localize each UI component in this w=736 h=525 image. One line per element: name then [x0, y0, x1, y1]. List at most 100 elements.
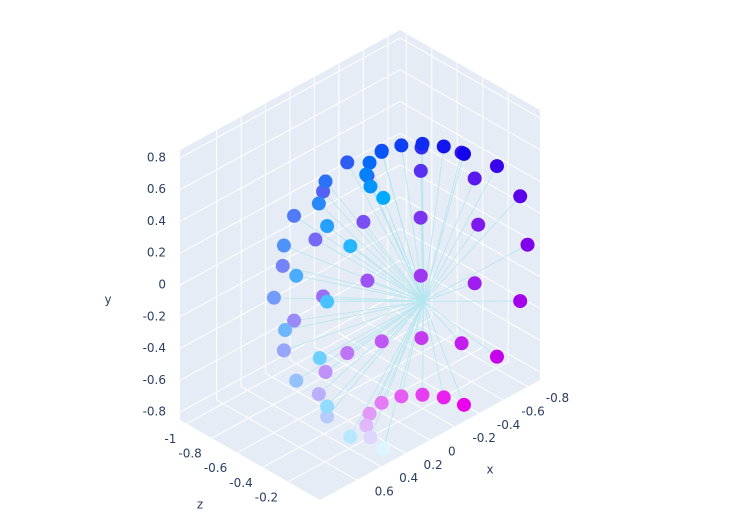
- x-tick-label: 0.2: [424, 458, 443, 472]
- points: [266, 136, 535, 456]
- z-tick-label: -1: [164, 432, 176, 446]
- point: [436, 139, 451, 154]
- grid-line: [216, 399, 357, 481]
- ray: [400, 301, 425, 397]
- point: [363, 430, 378, 445]
- point: [359, 167, 374, 182]
- point: [456, 146, 471, 161]
- ray: [423, 195, 521, 302]
- point: [359, 418, 374, 433]
- grid-line: [399, 37, 541, 119]
- point: [320, 409, 335, 424]
- point: [340, 346, 355, 361]
- point: [362, 155, 377, 170]
- grid-line: [399, 69, 541, 151]
- point: [374, 395, 389, 410]
- point: [276, 238, 291, 253]
- ray: [369, 186, 425, 302]
- ray: [423, 224, 479, 302]
- y-tick-label: 0.2: [147, 246, 166, 260]
- ray: [296, 275, 424, 302]
- y-tick-label: 0.6: [147, 182, 166, 196]
- ray: [423, 301, 462, 344]
- z-tick-label: -0.6: [204, 461, 227, 475]
- y-tick-label: -0.2: [143, 309, 166, 323]
- point: [289, 373, 304, 388]
- point: [413, 163, 428, 178]
- grid-line: [179, 228, 401, 349]
- ray: [325, 300, 424, 373]
- point: [394, 138, 409, 153]
- point: [467, 171, 482, 186]
- point: [376, 441, 391, 456]
- ray: [346, 162, 425, 302]
- z-tick-label: -0.8: [178, 447, 201, 461]
- point: [513, 189, 528, 204]
- ray: [283, 245, 424, 302]
- point: [414, 331, 429, 346]
- ray: [318, 203, 424, 302]
- labels: -0.8-0.6-0.4-0.200.20.40.6-0.8-0.6-0.4-0…: [104, 150, 569, 511]
- point: [436, 390, 451, 405]
- y-tick-label: 0.8: [147, 150, 166, 164]
- y-tick-label: -0.4: [143, 341, 166, 355]
- x-axis-title: x: [486, 463, 493, 477]
- point: [320, 219, 335, 234]
- y-tick-label: 0.4: [147, 214, 166, 228]
- y-axis-title: y: [104, 293, 111, 307]
- x-tick-label: 0: [448, 445, 456, 459]
- grid-line: [338, 332, 480, 414]
- z-axis-title: z: [197, 498, 203, 512]
- point: [471, 217, 486, 232]
- point: [489, 349, 504, 364]
- ray: [349, 301, 425, 437]
- point: [340, 155, 355, 170]
- point: [363, 179, 378, 194]
- grid-line: [265, 372, 406, 454]
- ray: [369, 301, 425, 438]
- point: [312, 351, 327, 366]
- point: [415, 136, 430, 151]
- point: [308, 232, 323, 247]
- point: [489, 159, 504, 174]
- point: [287, 208, 302, 223]
- z-tick-label: -0.2: [255, 490, 278, 504]
- grid-line: [399, 101, 541, 182]
- ray: [322, 191, 425, 302]
- ray: [423, 301, 445, 398]
- grid-line: [179, 132, 401, 254]
- ray: [382, 197, 425, 302]
- ray: [325, 181, 425, 302]
- point: [311, 196, 326, 211]
- grid-line: [363, 319, 504, 401]
- ray: [282, 265, 424, 302]
- point: [318, 174, 333, 189]
- point: [374, 144, 389, 159]
- ray: [382, 301, 425, 449]
- point: [362, 406, 377, 421]
- y-tick-label: 0: [158, 278, 166, 292]
- point: [356, 214, 371, 229]
- point: [360, 273, 375, 288]
- x-tick-label: -0.2: [472, 431, 495, 445]
- point: [266, 290, 281, 305]
- point: [289, 268, 304, 283]
- point: [413, 268, 428, 283]
- grid-line: [287, 361, 509, 483]
- point: [376, 190, 391, 205]
- y-tick-label: -0.6: [143, 373, 166, 387]
- ray: [421, 301, 425, 395]
- z-tick-label: -0.4: [229, 476, 252, 490]
- grid-line: [179, 164, 401, 286]
- point: [320, 399, 335, 414]
- point: [374, 334, 389, 349]
- ray: [273, 297, 424, 302]
- grid-line: [179, 101, 401, 222]
- grid-line: [179, 69, 401, 191]
- x-tick-label: 0.4: [399, 471, 418, 485]
- point: [513, 294, 528, 309]
- point: [415, 387, 430, 402]
- x-tick-label: -0.4: [497, 418, 520, 432]
- point: [276, 343, 291, 358]
